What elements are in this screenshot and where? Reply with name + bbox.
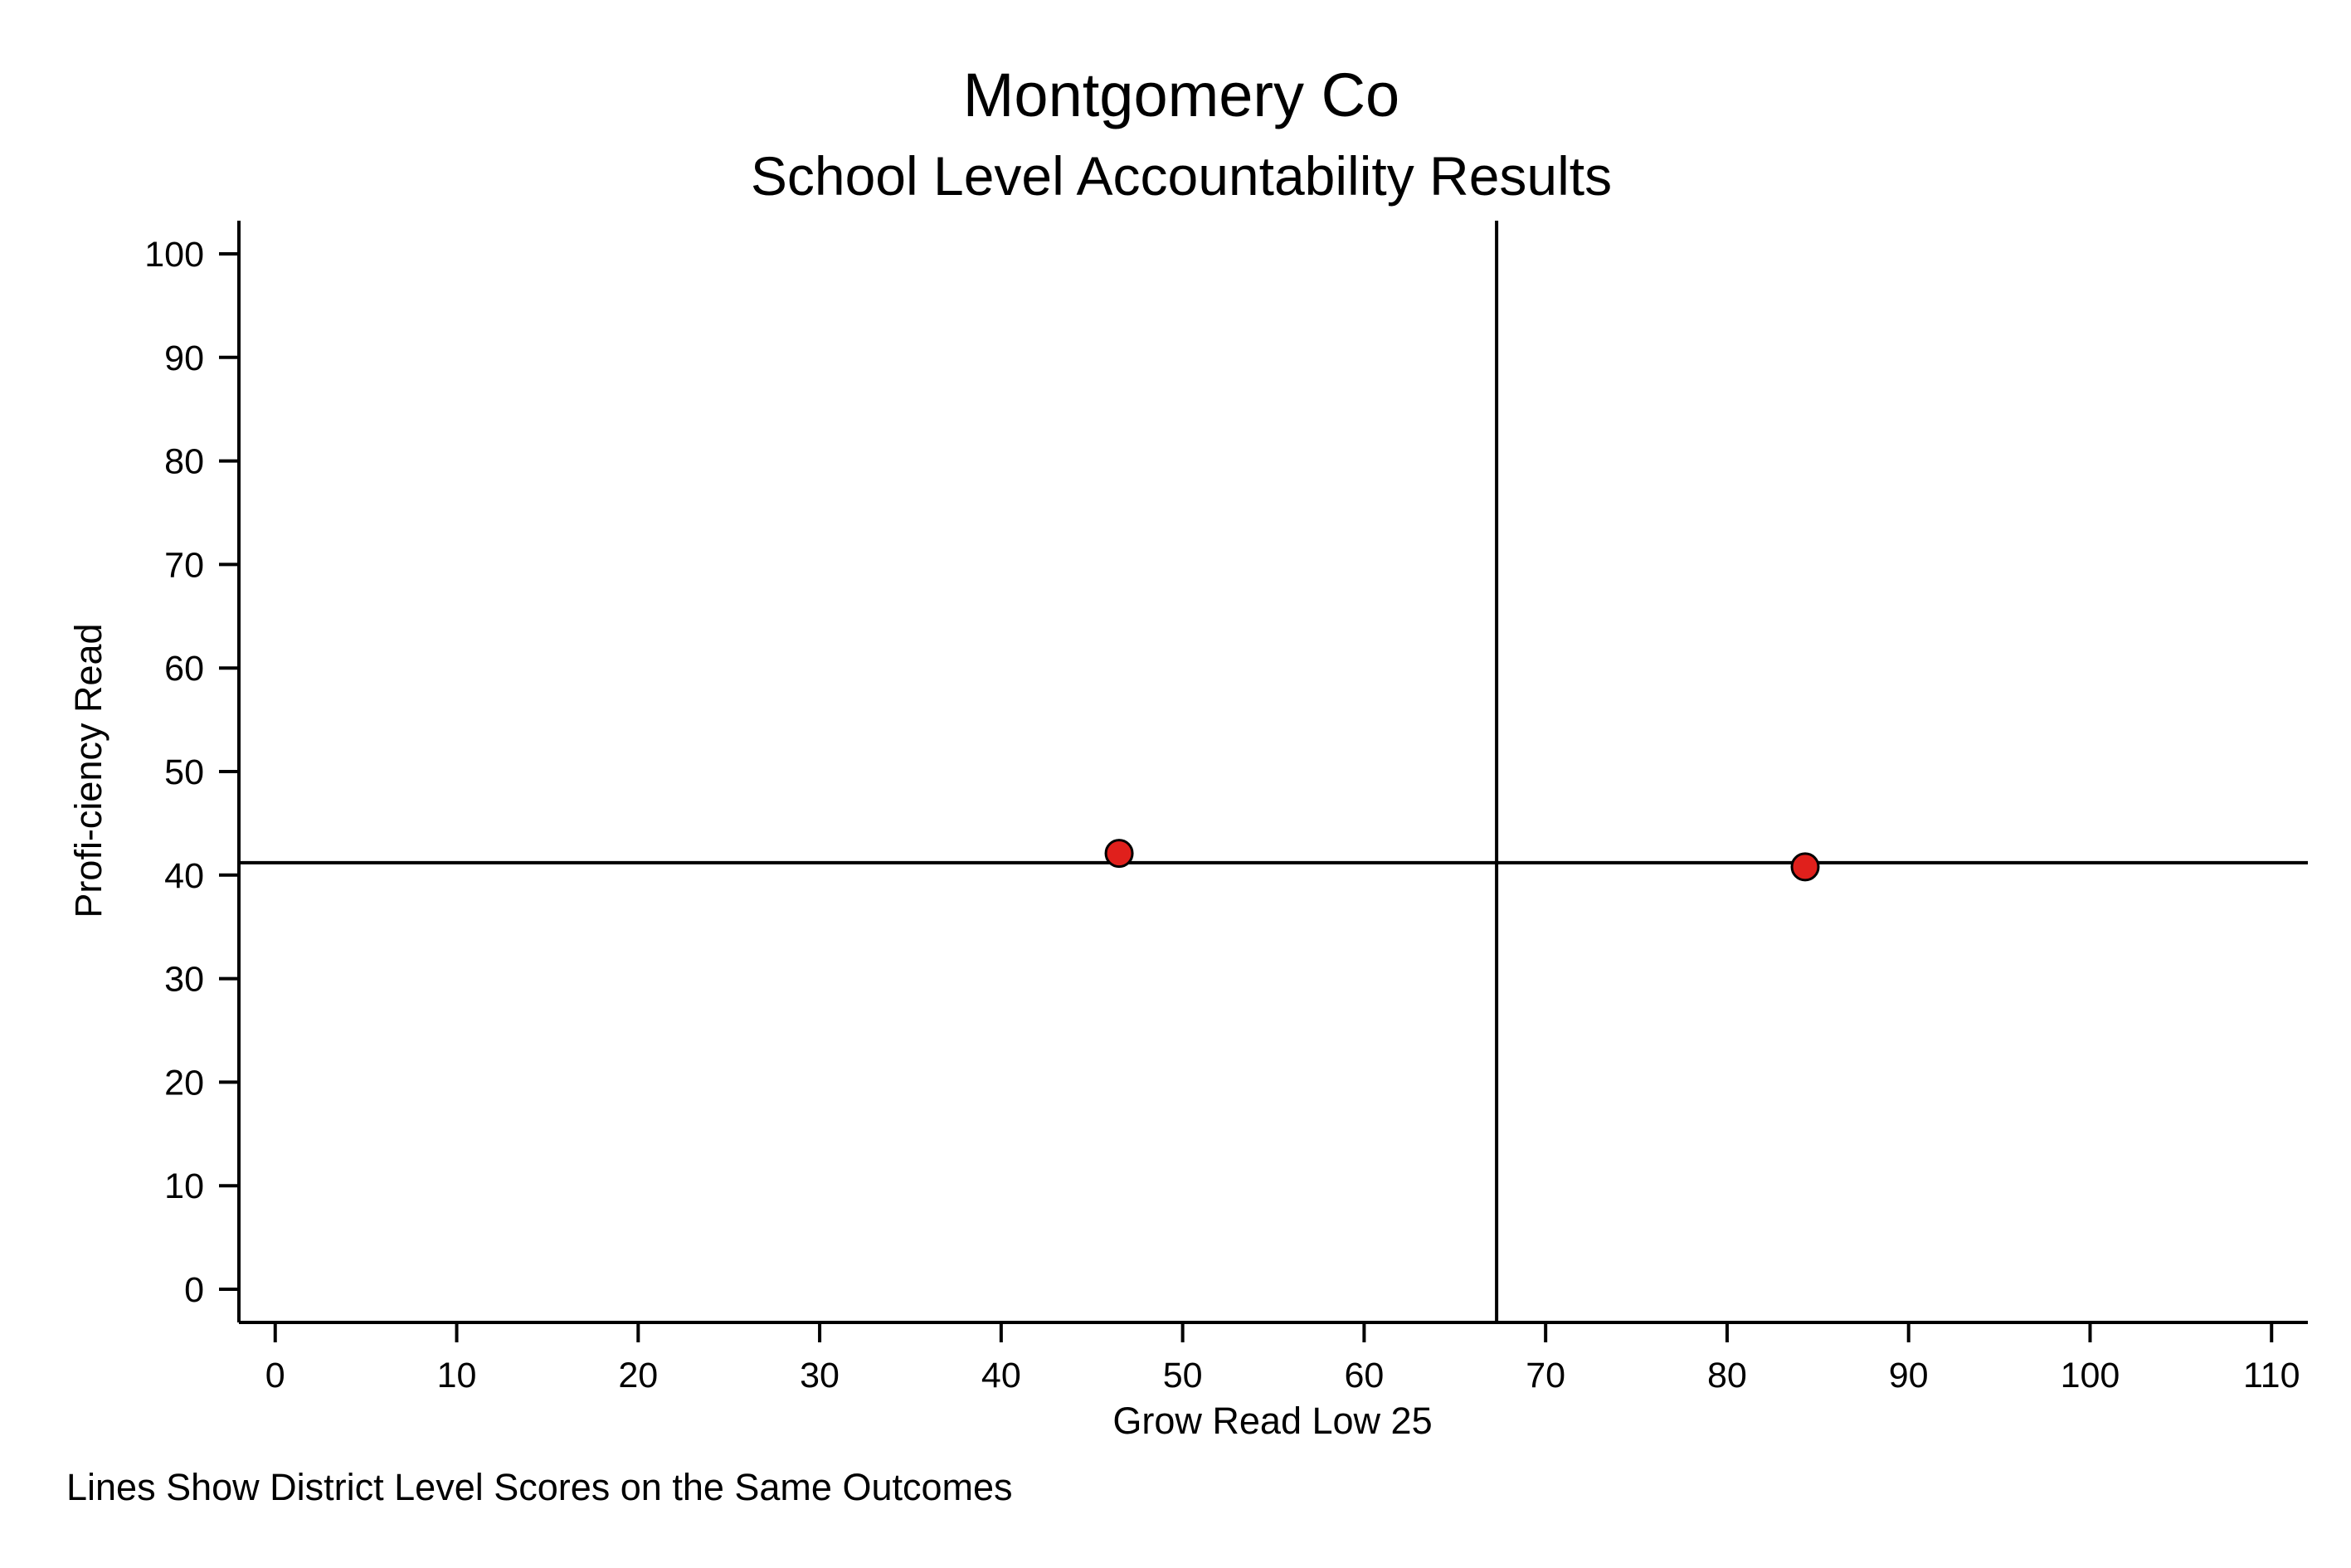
y-axis-label: Profi-ciency Read: [67, 623, 110, 918]
data-point: [1104, 839, 1134, 869]
x-tick-label: 80: [1707, 1356, 1747, 1395]
x-axis-ticks: 0 10 20 30 40 50 60 70 80 90 100 110: [265, 1322, 2300, 1395]
data-points: [1104, 839, 1820, 882]
x-tick-label: 90: [1889, 1356, 1929, 1395]
y-axis-ticks: 0 10 20 30 40 50 60 70 80 90 100: [144, 235, 239, 1310]
x-tick-label: 40: [981, 1356, 1021, 1395]
chart-note: Lines Show District Level Scores on the …: [66, 1466, 1013, 1508]
x-tick-label: 110: [2243, 1356, 2300, 1395]
y-tick-label: 40: [164, 856, 204, 896]
y-tick-label: 30: [164, 960, 204, 1000]
x-tick-label: 30: [800, 1356, 840, 1395]
y-tick-label: 90: [164, 338, 204, 378]
chart-subtitle: School Level Accountability Results: [751, 145, 1612, 207]
x-tick-label: 70: [1526, 1356, 1565, 1395]
y-tick-label: 80: [164, 442, 204, 482]
x-tick-label: 50: [1163, 1356, 1203, 1395]
data-point: [1790, 852, 1820, 882]
y-tick-label: 50: [164, 752, 204, 792]
x-axis-label: Grow Read Low 25: [1112, 1400, 1432, 1442]
x-tick-label: 60: [1344, 1356, 1384, 1395]
y-tick-label: 10: [164, 1166, 204, 1206]
x-tick-label: 100: [2061, 1356, 2120, 1395]
x-tick-label: 0: [265, 1356, 285, 1395]
chart-title: Montgomery Co: [963, 61, 1399, 129]
y-tick-label: 20: [164, 1063, 204, 1103]
x-tick-label: 20: [618, 1356, 658, 1395]
y-tick-label: 70: [164, 545, 204, 585]
x-tick-label: 10: [437, 1356, 477, 1395]
y-tick-label: 60: [164, 649, 204, 689]
y-tick-label: 0: [184, 1270, 204, 1310]
y-tick-label: 100: [144, 235, 204, 275]
